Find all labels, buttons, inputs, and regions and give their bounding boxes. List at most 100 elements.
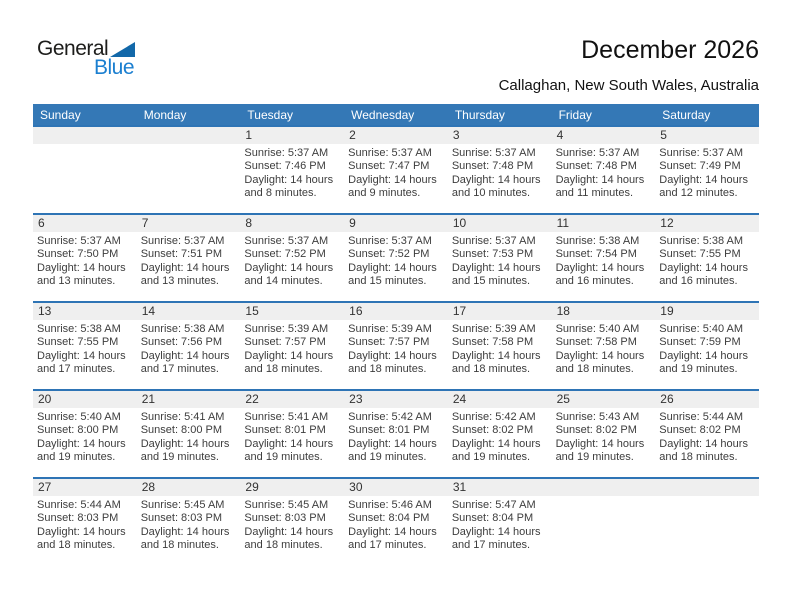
sunrise-text: Sunrise: 5:37 AM — [451, 147, 536, 159]
week-row: 20 21 22 23 24 25 26 Sunrise: 5:40 AM Sunset: 8:… — [33, 389, 759, 477]
daylight-text: Daylight: 14 hours and 15 minutes. — [451, 261, 541, 288]
calendar-cell: Sunrise: 5:41 AM Sunset: 8:00 PM Daylight:… — [137, 408, 241, 477]
sunrise-text: Sunrise: 5:39 AM — [451, 323, 536, 335]
sunrise-text: Sunrise: 5:37 AM — [244, 235, 329, 247]
sunrise-text: Sunrise: 5:42 AM — [348, 411, 432, 423]
sunset-text: Sunset: 8:00 PM — [140, 424, 223, 437]
daylight-text: Daylight: 14 hours and 14 minutes. — [244, 261, 334, 288]
day-number: 11 — [556, 216, 570, 230]
sunrise-text: Sunrise: 5:45 AM — [140, 499, 225, 511]
day-header-thursday: Thursday — [454, 107, 505, 122]
sunset-text: Sunset: 7:57 PM — [244, 336, 326, 349]
sunset-text: Sunset: 7:52 PM — [348, 248, 430, 261]
day-header-monday: Monday — [143, 107, 187, 122]
sunset-text: Sunset: 8:02 PM — [451, 424, 534, 437]
daylight-text: Daylight: 14 hours and 19 minutes. — [244, 437, 334, 464]
calendar-cell: Sunrise: 5:43 AM Sunset: 8:02 PM Daylight:… — [552, 408, 656, 477]
day-number-empty — [552, 479, 656, 496]
sunrise-text: Sunrise: 5:40 AM — [37, 411, 121, 423]
calendar-cell: Sunrise: 5:37 AM Sunset: 7:49 PM Daylight:… — [655, 144, 759, 213]
sunrise-text: Sunrise: 5:37 AM — [348, 235, 432, 247]
sunrise-text: Sunrise: 5:37 AM — [451, 235, 536, 247]
calendar-cell-empty — [33, 144, 137, 213]
daylight-text: Daylight: 14 hours and 19 minutes. — [348, 437, 437, 464]
sunset-text: Sunset: 8:03 PM — [244, 512, 326, 525]
sunrise-text: Sunrise: 5:37 AM — [555, 147, 640, 159]
week-row: 27 28 29 30 31 Sunrise: 5:44 AM Sunset: 8:03 P… — [33, 477, 759, 565]
sunrise-text: Sunrise: 5:37 AM — [140, 235, 225, 247]
sunset-text: Sunset: 7:55 PM — [37, 336, 119, 349]
day-number: 18 — [556, 304, 570, 318]
daylight-text: Daylight: 14 hours and 17 minutes. — [37, 349, 126, 376]
sunset-text: Sunset: 7:53 PM — [451, 248, 534, 261]
sunrise-text: Sunrise: 5:37 AM — [244, 147, 329, 159]
daylight-text: Daylight: 14 hours and 13 minutes. — [37, 261, 126, 288]
sunrise-text: Sunrise: 5:42 AM — [451, 411, 536, 423]
daylight-text: Daylight: 14 hours and 19 minutes. — [659, 349, 748, 376]
day-number-empty — [137, 127, 241, 144]
day-number: 26 — [660, 392, 674, 406]
calendar-cell-empty — [137, 144, 241, 213]
sunrise-text: Sunrise: 5:40 AM — [555, 323, 640, 335]
calendar-cell: Sunrise: 5:40 AM Sunset: 7:58 PM Daylight:… — [552, 320, 656, 389]
daylight-text: Daylight: 14 hours and 17 minutes. — [348, 525, 437, 552]
sunset-text: Sunset: 8:03 PM — [37, 512, 119, 525]
daylight-text: Daylight: 14 hours and 19 minutes. — [37, 437, 126, 464]
calendar-cell-empty — [552, 496, 656, 565]
day-number: 30 — [349, 480, 363, 494]
sunrise-text: Sunrise: 5:37 AM — [348, 147, 432, 159]
sunset-text: Sunset: 8:00 PM — [37, 424, 119, 437]
calendar-cell: Sunrise: 5:37 AM Sunset: 7:51 PM Daylight:… — [137, 232, 241, 301]
day-number: 16 — [349, 304, 363, 318]
calendar-grid: Sunday Monday Tuesday Wednesday Thursday Frid… — [33, 104, 759, 565]
day-number-band: 6 7 8 9 10 11 12 — [33, 215, 759, 232]
sunset-text: Sunset: 8:01 PM — [244, 424, 326, 437]
sunrise-text: Sunrise: 5:46 AM — [348, 499, 432, 511]
sunrise-text: Sunrise: 5:44 AM — [659, 411, 744, 423]
week-row: 13 14 15 16 17 18 19 Sunrise: 5:38 AM Sunset: 7:… — [33, 301, 759, 389]
day-number-empty — [655, 479, 759, 496]
sunrise-text: Sunrise: 5:37 AM — [37, 235, 121, 247]
calendar-cell: Sunrise: 5:38 AM Sunset: 7:55 PM Daylight:… — [33, 320, 137, 389]
daylight-text: Daylight: 14 hours and 18 minutes. — [348, 349, 437, 376]
day-number: 25 — [556, 392, 570, 406]
sunset-text: Sunset: 7:59 PM — [659, 336, 741, 349]
calendar-cell: Sunrise: 5:42 AM Sunset: 8:01 PM Daylight:… — [344, 408, 448, 477]
sunrise-text: Sunrise: 5:38 AM — [659, 235, 744, 247]
day-number: 3 — [452, 128, 460, 142]
daylight-text: Daylight: 14 hours and 18 minutes. — [244, 525, 334, 552]
calendar-cell: Sunrise: 5:39 AM Sunset: 7:57 PM Daylight:… — [344, 320, 448, 389]
calendar-cell: Sunrise: 5:46 AM Sunset: 8:04 PM Daylight:… — [344, 496, 448, 565]
sunrise-text: Sunrise: 5:37 AM — [659, 147, 744, 159]
daylight-text: Daylight: 14 hours and 16 minutes. — [555, 261, 645, 288]
calendar-cell: Sunrise: 5:37 AM Sunset: 7:53 PM Daylight:… — [448, 232, 552, 301]
sunrise-text: Sunrise: 5:41 AM — [244, 411, 329, 423]
daylight-text: Daylight: 14 hours and 11 minutes. — [555, 173, 645, 200]
day-number: 23 — [349, 392, 363, 406]
sunset-text: Sunset: 8:04 PM — [451, 512, 534, 525]
day-number: 14 — [141, 304, 156, 318]
daylight-text: Daylight: 14 hours and 18 minutes. — [140, 525, 230, 552]
sunset-text: Sunset: 7:54 PM — [555, 248, 637, 261]
sunset-text: Sunset: 8:01 PM — [348, 424, 430, 437]
sunset-text: Sunset: 7:55 PM — [659, 248, 741, 261]
logo-text-general: General — [37, 37, 109, 60]
calendar-cell: Sunrise: 5:37 AM Sunset: 7:52 PM Daylight:… — [344, 232, 448, 301]
calendar-cell: Sunrise: 5:39 AM Sunset: 7:58 PM Daylight:… — [448, 320, 552, 389]
sunrise-text: Sunrise: 5:38 AM — [140, 323, 225, 335]
sunrise-text: Sunrise: 5:41 AM — [140, 411, 225, 423]
general-blue-logo: General Blue — [37, 37, 136, 78]
day-header-sunday: Sunday — [40, 107, 81, 122]
daylight-text: Daylight: 14 hours and 19 minutes. — [140, 437, 230, 464]
day-number: 29 — [245, 480, 259, 494]
daylight-text: Daylight: 14 hours and 17 minutes. — [451, 525, 541, 552]
daylight-text: Daylight: 14 hours and 13 minutes. — [140, 261, 230, 288]
day-header-wednesday: Wednesday — [351, 107, 415, 122]
day-number: 19 — [660, 304, 674, 318]
daylight-text: Daylight: 14 hours and 18 minutes. — [37, 525, 126, 552]
sunset-text: Sunset: 8:03 PM — [140, 512, 223, 525]
day-number: 21 — [141, 392, 156, 406]
day-number: 20 — [38, 392, 52, 406]
day-number: 15 — [245, 304, 259, 318]
daylight-text: Daylight: 14 hours and 18 minutes. — [244, 349, 334, 376]
